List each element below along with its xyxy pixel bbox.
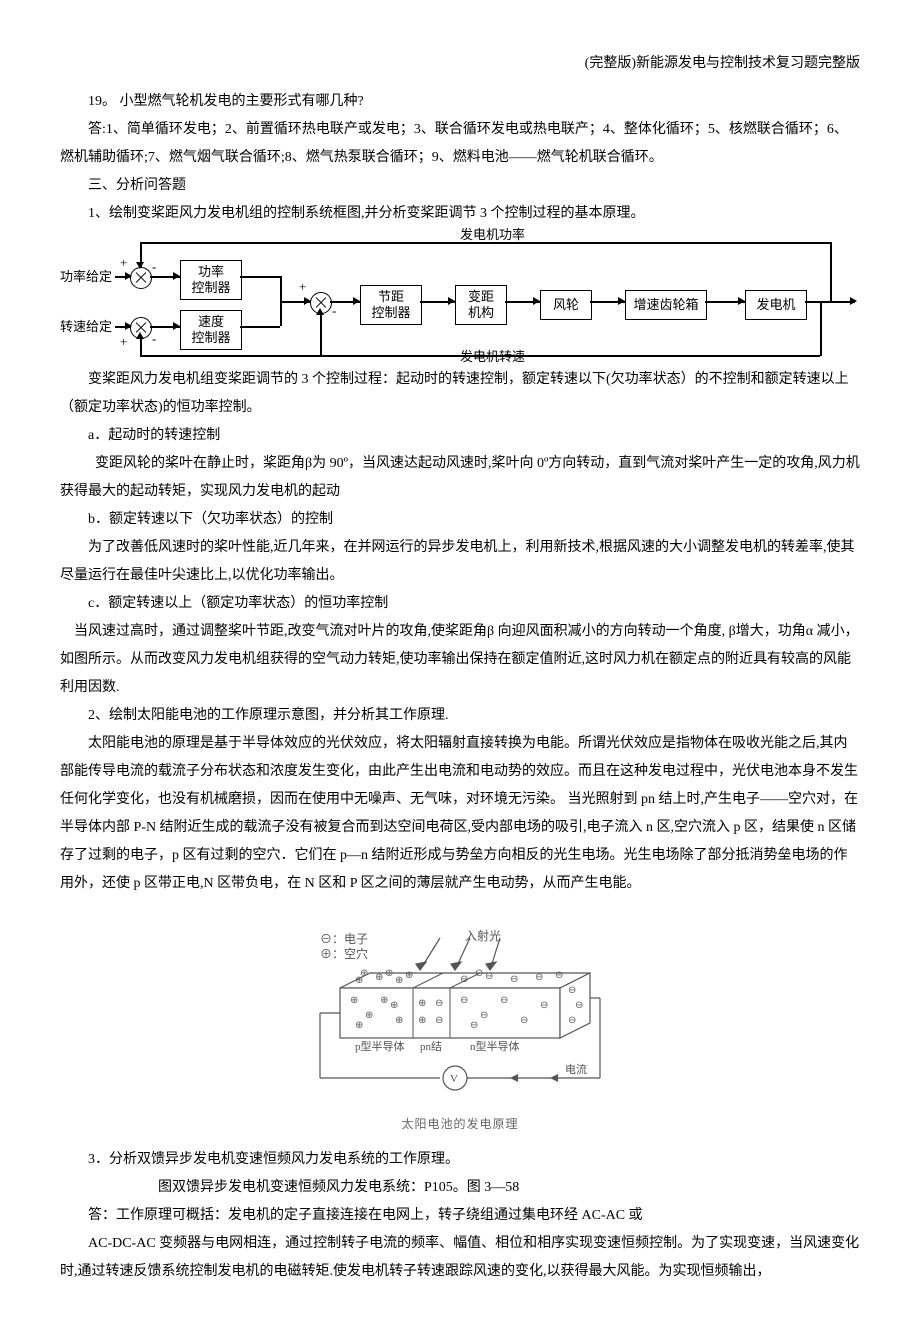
box-pitch-mech: 变距 机构 — [455, 285, 507, 325]
svg-text:⊖: ⊖ — [520, 1015, 528, 1026]
box-gearbox: 增速齿轮箱 — [625, 290, 707, 320]
box-generator: 发电机 — [745, 290, 807, 320]
control-block-diagram: 发电机功率 发电机转速 功率给定 转速给定 + - + - + - 功率 控制器… — [60, 232, 880, 362]
svg-text:⊕: ⊕ — [365, 1010, 373, 1021]
svg-text:⊖: ⊖ — [500, 995, 508, 1006]
box-rotor: 风轮 — [540, 290, 592, 320]
svg-text:⊖: ⊖ — [470, 1020, 478, 1031]
solar-cell-diagram: ⊖：电子 ⊕：空穴 入射光 ⊕⊕⊕ ⊕⊕⊕ ⊖⊖⊖ ⊖⊖⊖ ⊕⊕⊕ ⊕ — [300, 928, 620, 1136]
d1-power-setpoint: 功率给定 — [60, 270, 112, 283]
svg-text:⊖: ⊖ — [435, 1015, 443, 1026]
svg-text:⊕: ⊕ — [390, 1000, 398, 1011]
svg-text:⊖: ⊖ — [485, 971, 493, 982]
q2-p1: 太阳能电池的原理是基于半导体效应的光伏效应，将太阳辐射直接转换为电能。所谓光伏效… — [60, 730, 860, 898]
legend-hole: ⊕：空穴 — [320, 946, 368, 961]
box-power-ctrl: 功率 控制器 — [180, 260, 242, 300]
n-region-label: n型半导体 — [470, 1039, 520, 1053]
svg-text:⊕: ⊕ — [380, 995, 388, 1006]
svg-text:⊕: ⊕ — [355, 1020, 363, 1031]
svg-text:⊕: ⊕ — [418, 1015, 426, 1026]
d1-bottom-label: 发电机转速 — [460, 350, 525, 363]
svg-text:⊕: ⊕ — [350, 995, 358, 1006]
q2: 2、绘制太阳能电池的工作原理示意图，并分析其工作原理. — [60, 702, 860, 730]
svg-text:⊖: ⊖ — [568, 985, 576, 996]
q3-p1: 图双馈异步发电机变速恒频风力发电系统：P105。图 3—58 — [60, 1174, 860, 1202]
minus-1: - — [152, 260, 156, 273]
q19-answer: 答:1、简单循环发电；2、前置循环热电联产或发电；3、联合循环发电或热电联产；4… — [60, 116, 860, 172]
d1-speed-setpoint: 转速给定 — [60, 320, 112, 333]
solar-caption: 太阳电池的发电原理 — [300, 1112, 620, 1136]
legend-electron: ⊖：电子 — [320, 932, 368, 946]
svg-text:⊖: ⊖ — [510, 974, 518, 985]
q3-p2: 答：工作原理可概括：发电机的定子直接连接在电网上，转子绕组通过集电环经 AC-A… — [60, 1202, 860, 1230]
pn-label: pn结 — [420, 1040, 442, 1053]
q3: 3．分析双馈异步发电机变速恒频风力发电系统的工作原理。 — [60, 1146, 860, 1174]
q19: 19。 小型燃气轮机发电的主要形式有哪几种? — [60, 88, 860, 116]
p-b: b．额定转速以下（欠功率状态）的控制 — [60, 506, 860, 534]
q3-p3: AC-DC-AC 变频器与电网相连，通过控制转子电流的频率、幅值、相位和相序实现… — [60, 1230, 860, 1286]
minus-3: - — [332, 304, 336, 317]
svg-text:⊕: ⊕ — [395, 1015, 403, 1026]
svg-text:⊖: ⊖ — [535, 972, 543, 983]
svg-text:V: V — [450, 1073, 458, 1085]
svg-text:⊖: ⊖ — [460, 974, 468, 985]
p-a: a．起动时的转速控制 — [60, 422, 860, 450]
svg-text:⊖: ⊖ — [555, 970, 563, 981]
svg-text:⊕: ⊕ — [405, 970, 413, 981]
svg-text:⊕: ⊕ — [385, 968, 393, 979]
plus-3: + — [299, 280, 306, 293]
page-header: (完整版)新能源发电与控制技术复习题完整版 — [60, 50, 860, 78]
p-c: c．额定转速以上（额定功率状态）的恒功率控制 — [60, 590, 860, 618]
svg-text:⊕: ⊕ — [395, 975, 403, 986]
svg-text:⊖: ⊖ — [460, 995, 468, 1006]
q1: 1、绘制变桨距风力发电机组的控制系统框图,并分析变桨距调节 3 个控制过程的基本… — [60, 200, 860, 228]
svg-text:⊖: ⊖ — [480, 1010, 488, 1021]
svg-text:⊖: ⊖ — [575, 1000, 583, 1011]
box-speed-ctrl: 速度 控制器 — [180, 310, 242, 350]
p-b1: 为了改善低风速时的桨叶性能,近几年来，在并网运行的异步发电机上，利用新技术,根据… — [60, 534, 860, 590]
svg-text:⊖: ⊖ — [540, 1000, 548, 1011]
svg-text:⊖: ⊖ — [475, 968, 483, 979]
current-label: 电流 — [565, 1062, 587, 1076]
svg-text:⊕: ⊕ — [360, 968, 368, 979]
svg-text:⊖: ⊖ — [435, 998, 443, 1009]
p-after-d1: 变桨距风力发电机组变桨距调节的 3 个控制过程：起动时的转速控制，额定转速以下(… — [60, 366, 860, 422]
svg-text:⊕: ⊕ — [418, 998, 426, 1009]
p-c1: 当风速过高时，通过调整桨叶节距,改变气流对叶片的攻角,使桨距角β 向迎风面积减小… — [60, 618, 860, 702]
light-label: 入射光 — [465, 928, 501, 943]
p-region-label: p型半导体 — [355, 1039, 405, 1053]
p-a1: 变距风轮的桨叶在静止时，桨距角β为 90º，当风速达起动风速时,桨叶向 0º方向… — [60, 450, 860, 506]
minus-2: - — [152, 332, 156, 345]
plus-1: + — [120, 256, 127, 269]
plus-2: + — [120, 335, 127, 348]
d1-top-label: 发电机功率 — [460, 228, 525, 241]
svg-text:⊕: ⊕ — [375, 972, 383, 983]
svg-text:⊖: ⊖ — [568, 1015, 576, 1026]
section-3-heading: 三、分析问答题 — [60, 172, 860, 200]
box-pitch-ctrl: 节距 控制器 — [360, 285, 422, 325]
sum-power — [130, 267, 152, 289]
